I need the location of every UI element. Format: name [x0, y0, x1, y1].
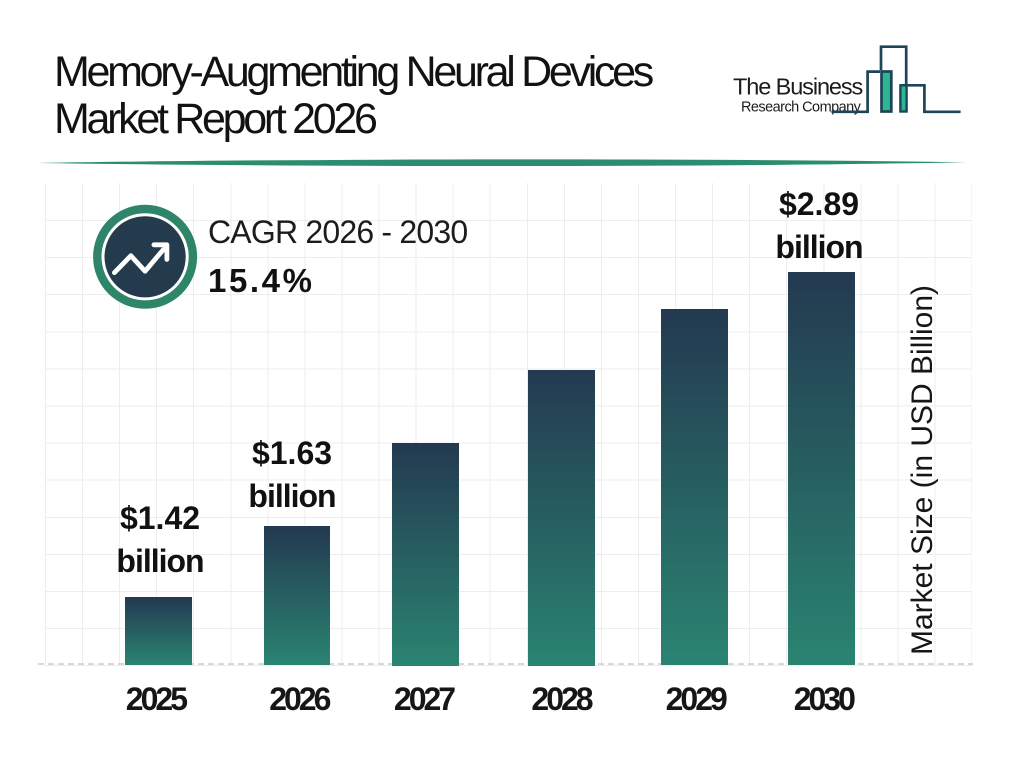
svg-text:The Business: The Business — [733, 73, 863, 99]
svg-text:Market Size (in USD Billion): Market Size (in USD Billion) — [906, 285, 939, 655]
